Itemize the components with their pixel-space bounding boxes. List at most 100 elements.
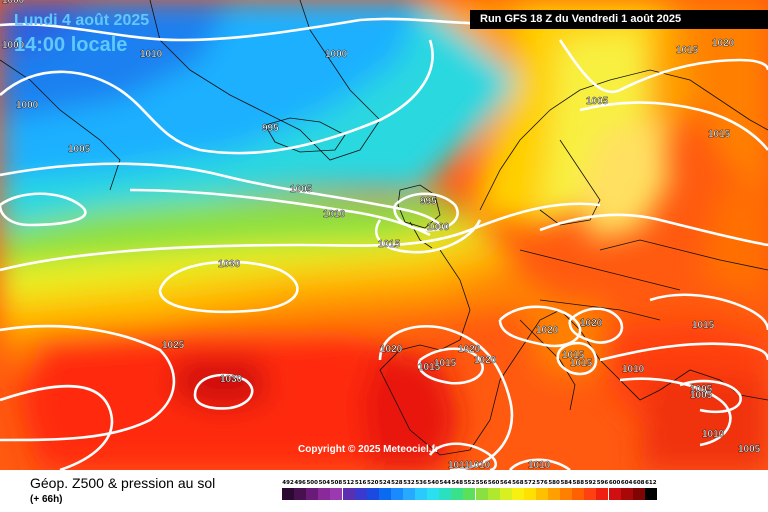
legend-entry: 516 (354, 479, 367, 501)
isobar-label: 1020 (712, 38, 735, 49)
isobar-label: 1010 (323, 209, 346, 220)
legend-entry: 592 (584, 479, 597, 501)
model-run-banner: Run GFS 18 Z du Vendredi 1 août 2025 (470, 10, 768, 29)
forecast-time: 14:00 locale (14, 34, 128, 56)
legend-swatch (366, 488, 379, 500)
legend-entry: 504 (318, 479, 331, 501)
legend-value: 492 (282, 480, 294, 486)
legend-entry: 564 (499, 479, 512, 501)
legend-entry: 500 (306, 479, 319, 501)
isobar-label: 995 (262, 123, 279, 134)
legend-value: 568 (512, 480, 524, 486)
isobar-label: 1020 (458, 344, 481, 355)
legend-swatch (306, 488, 319, 500)
legend-value: 580 (548, 480, 560, 486)
legend-swatch (402, 488, 415, 500)
legend-swatch (330, 488, 343, 500)
legend-swatch (644, 488, 657, 500)
isobar-label: 1015 (418, 362, 441, 373)
legend-value: 524 (379, 480, 391, 486)
map-canvas: 1000 1010 1000 1000 1005 995 1000 1005 1010 995 10… (0, 0, 768, 470)
geopotential-field (0, 0, 768, 470)
legend-swatch (318, 488, 331, 500)
legend-swatch (282, 488, 295, 500)
legend-entry: 552 (463, 479, 476, 501)
legend-entry: 572 (523, 479, 536, 501)
coastlines (0, 0, 768, 456)
isobar-label: 1000 (2, 40, 25, 51)
isobar-label: 1015 (562, 350, 585, 361)
legend-swatch (608, 488, 621, 500)
legend-entry: 600 (608, 479, 621, 501)
legend-value: 520 (366, 480, 379, 486)
isobar-label: 1010 (140, 49, 163, 60)
isobar-label: 1030 (218, 259, 241, 270)
legend-value: 556 (475, 480, 488, 486)
isobar-label: 1005 (586, 96, 609, 107)
isobar-label: 1000 (427, 222, 450, 233)
legend-value: 600 (608, 480, 621, 486)
legend-swatch (439, 488, 452, 500)
legend-value: 612 (645, 480, 657, 486)
legend-swatch (596, 488, 609, 500)
legend-value: 496 (294, 480, 306, 486)
isobar-label: 1005 (290, 184, 313, 195)
legend-entry: 596 (596, 479, 609, 501)
legend-entry: 520 (366, 479, 379, 501)
legend-swatch (354, 488, 367, 500)
legend-swatch (390, 488, 403, 500)
legend-entry: 508 (330, 479, 343, 501)
forecast-date: Lundi 4 août 2025 (14, 12, 150, 29)
legend-swatch (487, 488, 500, 500)
legend-value: 500 (306, 480, 318, 486)
legend-swatch (560, 488, 573, 500)
forecast-lead-time: (+ 66h) (30, 494, 63, 505)
legend-swatch (427, 488, 440, 500)
legend-entry: 560 (487, 479, 500, 501)
isobar-label: 1020 (536, 325, 559, 336)
legend-entry: 512 (342, 479, 355, 501)
legend-swatch (511, 488, 524, 500)
legend-entry: 544 (439, 479, 452, 501)
legend-value: 508 (330, 480, 343, 486)
legend-entry: 536 (415, 479, 428, 501)
copyright-text: Copyright © 2025 Meteociel.fr (298, 444, 439, 455)
isobar-label: 1015 (378, 239, 401, 250)
legend-value: 516 (354, 480, 367, 486)
legend-value: 584 (560, 480, 572, 486)
isobar-label: 1010 (702, 429, 725, 440)
legend-value: 576 (536, 480, 548, 486)
isobar-label: 1030 (220, 374, 243, 385)
legend-value: 572 (524, 480, 536, 486)
legend-swatch (548, 488, 561, 500)
legend-entry: 604 (620, 479, 633, 501)
legend-swatch (294, 488, 307, 500)
legend-value: 604 (620, 480, 633, 486)
legend-swatch (378, 488, 391, 500)
isobars (0, 17, 768, 470)
legend-swatch (451, 488, 464, 500)
legend-entry: 524 (378, 479, 391, 501)
legend-value: 596 (596, 480, 609, 486)
legend-value: 532 (403, 480, 415, 486)
legend-value: 536 (415, 480, 427, 486)
legend-entry: 528 (390, 479, 403, 501)
legend-swatch (572, 488, 585, 500)
isobar-label: 1010 (622, 364, 645, 375)
isobar-labels: 1000 1010 1000 1000 1005 995 1000 1005 1010 995 10… (2, 0, 761, 470)
isobar-label: 1005 (738, 444, 761, 455)
legend-value: 544 (439, 480, 451, 486)
legend-entry: 548 (451, 479, 464, 501)
legend-entry: 588 (572, 479, 585, 501)
legend-swatch (523, 488, 536, 500)
isobar-label: 1020 (580, 318, 603, 329)
legend-value: 504 (318, 480, 331, 486)
legend-swatch (584, 488, 597, 500)
legend-swatch (536, 488, 549, 500)
legend-value: 592 (584, 480, 597, 486)
legend-swatch (463, 488, 476, 500)
isobar-label: 1005 (690, 384, 713, 395)
isobar-label: 1025 (162, 340, 185, 351)
legend-swatch (632, 488, 645, 500)
isobar-label: 1020 (380, 344, 403, 355)
